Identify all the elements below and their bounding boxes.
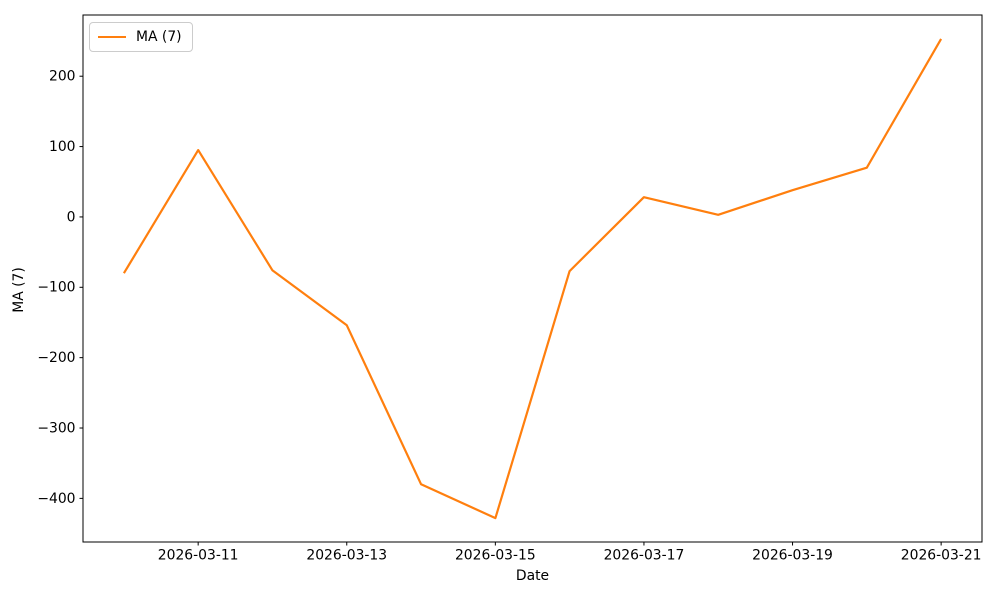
x-tick-label: 2026-03-19 [752,548,833,564]
x-tick-label: 2026-03-13 [306,548,387,564]
y-tick-label: −300 [37,420,75,436]
x-tick-label: 2026-03-21 [901,548,982,564]
x-tick-label: 2026-03-11 [158,548,239,564]
x-tick-label: 2026-03-17 [604,548,685,564]
legend-label: MA (7) [136,29,182,45]
x-tick-label: 2026-03-15 [455,548,536,564]
y-axis-label: MA (7) [11,267,27,313]
legend-line-sample-icon [98,36,126,38]
series-line [122,38,943,520]
y-tick-label: 200 [49,69,76,85]
x-axis-label: Date [515,568,550,584]
y-tick-label: 100 [49,139,76,155]
legend: MA (7) [89,22,193,52]
y-tick-label: 0 [67,209,76,225]
y-tick-label: −200 [37,350,75,366]
y-tick-label: −400 [37,491,75,507]
plot-spine [82,14,983,543]
y-tick-label: −100 [37,280,75,296]
